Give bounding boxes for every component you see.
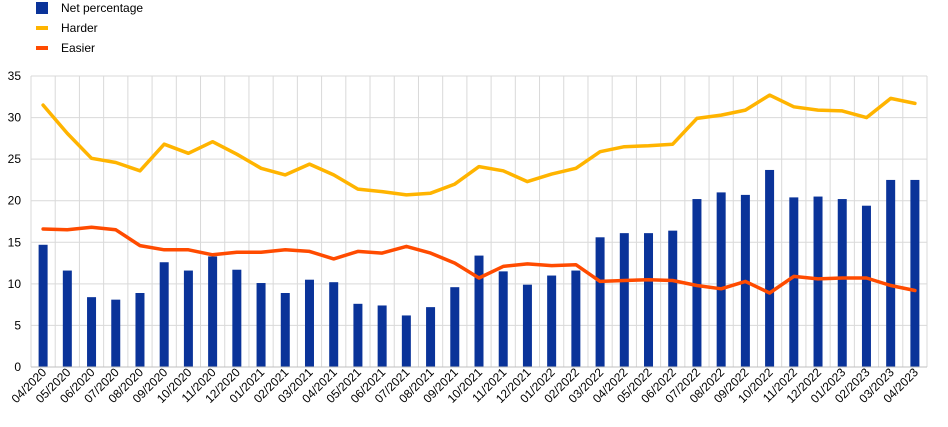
grid bbox=[30, 75, 928, 368]
legend-swatch-line bbox=[36, 46, 48, 50]
bar-net-percentage bbox=[111, 299, 121, 367]
y-tick-label: 10 bbox=[8, 277, 22, 291]
bar-net-percentage bbox=[62, 270, 72, 367]
bar-net-percentage bbox=[692, 199, 702, 367]
bar-net-percentage bbox=[426, 307, 436, 367]
bar-net-percentage bbox=[232, 269, 242, 367]
bar-net-percentage bbox=[159, 262, 169, 367]
bar-net-percentage bbox=[522, 284, 532, 367]
bar-net-percentage bbox=[377, 305, 387, 367]
bar-net-percentage bbox=[571, 270, 581, 367]
bar-net-percentage bbox=[619, 233, 629, 367]
bar-net-percentage bbox=[304, 279, 314, 367]
legend-swatch-bar bbox=[36, 2, 48, 14]
legend-label: Harder bbox=[61, 21, 98, 35]
bar-net-percentage bbox=[789, 197, 799, 367]
y-axis: 0 5 10 15 20 25 30 35 bbox=[8, 69, 22, 374]
bar-net-percentage bbox=[135, 293, 145, 367]
bar-net-percentage bbox=[644, 233, 654, 367]
y-tick-label: 25 bbox=[8, 152, 22, 166]
legend-label: Net percentage bbox=[61, 1, 143, 15]
bar-net-percentage bbox=[498, 271, 508, 367]
y-tick-label: 15 bbox=[8, 235, 22, 249]
bar-net-percentage bbox=[401, 315, 411, 367]
line-easier bbox=[41, 225, 917, 295]
bar-net-percentage bbox=[837, 199, 847, 367]
bar-net-percentage bbox=[595, 237, 605, 367]
bar-net-percentage bbox=[353, 303, 363, 367]
bar-net-percentage bbox=[765, 169, 775, 367]
bar-net-percentage bbox=[208, 256, 218, 367]
bar-series bbox=[38, 169, 920, 367]
bar-net-percentage bbox=[910, 179, 920, 367]
y-tick-label: 30 bbox=[8, 111, 22, 125]
bar-net-percentage bbox=[716, 192, 726, 367]
legend-label: Easier bbox=[61, 41, 95, 55]
y-tick-label: 5 bbox=[14, 318, 21, 332]
bar-net-percentage bbox=[474, 255, 484, 367]
legend: Net percentage Harder Easier bbox=[36, 1, 143, 55]
line-series bbox=[41, 93, 917, 295]
y-tick-label: 20 bbox=[8, 194, 22, 208]
bar-net-percentage bbox=[256, 283, 266, 367]
bar-net-percentage bbox=[813, 196, 823, 367]
bar-net-percentage bbox=[329, 282, 339, 367]
bar-net-percentage bbox=[280, 293, 290, 367]
bar-net-percentage bbox=[886, 179, 896, 367]
bar-net-percentage bbox=[861, 205, 871, 367]
bar-net-percentage bbox=[450, 287, 460, 367]
bar-net-percentage bbox=[668, 230, 678, 367]
bar-net-percentage bbox=[183, 270, 193, 367]
y-tick-label: 0 bbox=[14, 360, 21, 374]
line-harder bbox=[41, 93, 917, 197]
legend-swatch-line bbox=[36, 26, 48, 30]
bar-net-percentage bbox=[87, 297, 97, 367]
bar-net-percentage bbox=[547, 275, 557, 367]
y-tick-label: 35 bbox=[8, 69, 22, 83]
x-axis: 04/202005/202006/202007/202008/202009/20… bbox=[9, 365, 927, 406]
bar-net-percentage bbox=[38, 244, 48, 367]
